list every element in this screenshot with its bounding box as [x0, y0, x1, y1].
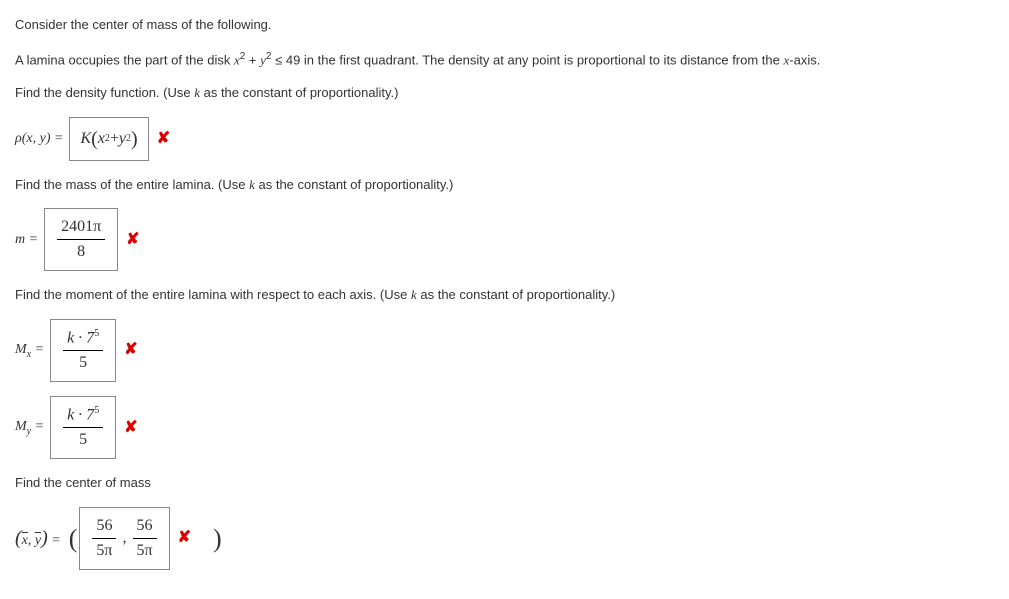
density-answer-box[interactable]: K(x2 + y2) — [69, 117, 148, 161]
fraction: k · 75 5 — [63, 403, 103, 452]
text: as the constant of proportionality.) — [255, 177, 453, 192]
mx-answer-box[interactable]: k · 75 5 — [50, 319, 116, 382]
k7: k · 7 — [67, 329, 94, 346]
density-instruction: Find the density function. (Use k as the… — [15, 83, 994, 103]
wrong-icon: ✘ — [178, 526, 191, 550]
fraction-y: 56 5π — [132, 514, 156, 563]
fraction: 2401π 8 — [57, 215, 105, 264]
intro-text: Consider the center of mass of the follo… — [15, 15, 994, 35]
answer-K: K — [80, 127, 91, 151]
text: A lamina occupies the part of the disk — [15, 52, 234, 67]
mass-answer-row: m = 2401π 8 ✘ — [15, 208, 994, 271]
rho: ρ — [15, 131, 22, 146]
com-label: (x, y) = — [15, 523, 61, 553]
my-answer-box[interactable]: k · 75 5 — [50, 396, 116, 459]
comma: , — [28, 533, 35, 548]
text: as the constant of proportionality.) — [417, 287, 615, 302]
answer-y: y — [119, 127, 126, 151]
denominator: 8 — [73, 240, 89, 264]
k7: k · 7 — [67, 406, 94, 423]
xy: (x, y) = — [22, 131, 64, 146]
problem-statement: A lamina occupies the part of the disk x… — [15, 49, 994, 70]
lparen: ( — [91, 124, 98, 154]
eq: = — [48, 533, 61, 548]
com-instruction: Find the center of mass — [15, 473, 994, 493]
sup5: 5 — [94, 405, 99, 416]
com-answer-row: (x, y) = ( 56 5π , 56 5π ✘ ) — [15, 507, 994, 570]
wrong-icon: ✘ — [124, 338, 137, 362]
text: Find the moment of the entire lamina wit… — [15, 287, 411, 302]
numerator: k · 75 — [63, 326, 103, 351]
answer-x: x — [98, 127, 105, 151]
wrong-icon: ✘ — [124, 416, 137, 440]
denominator: 5 — [75, 428, 91, 452]
numerator: k · 75 — [63, 403, 103, 428]
denominator: 5 — [75, 351, 91, 375]
mx-answer-row: Mx = k · 75 5 ✘ — [15, 319, 994, 382]
num: 56 — [133, 514, 157, 539]
rparen: ) — [131, 124, 138, 154]
le-text: ≤ 49 in the first quadrant. The density … — [271, 52, 783, 67]
M: M — [15, 342, 27, 357]
mass-answer-box[interactable]: 2401π 8 — [44, 208, 118, 271]
density-answer-row: ρ(x, y) = K(x2 + y2) ✘ — [15, 117, 994, 161]
comma: , — [122, 526, 126, 550]
plus: + — [110, 127, 119, 151]
lparen: ( — [67, 519, 80, 558]
text: Find the density function. (Use — [15, 85, 194, 100]
text: Find the mass of the entire lamina. (Use — [15, 177, 249, 192]
com-answer-box[interactable]: 56 5π , 56 5π — [79, 507, 169, 570]
den: 5π — [132, 539, 156, 563]
M: M — [15, 419, 27, 434]
fraction: k · 75 5 — [63, 326, 103, 375]
numerator: 2401π — [57, 215, 105, 240]
sup5: 5 — [94, 328, 99, 339]
mx-label: Mx = — [15, 339, 44, 362]
plus: + — [245, 52, 260, 67]
axis-suffix: -axis. — [789, 52, 820, 67]
m-label: m = — [15, 229, 38, 250]
text: as the constant of proportionality.) — [200, 85, 398, 100]
rparen: ) — [211, 519, 224, 558]
wrong-icon: ✘ — [126, 228, 139, 252]
eq: = — [31, 419, 44, 434]
den: 5π — [92, 539, 116, 563]
fraction-x: 56 5π — [92, 514, 116, 563]
my-label: My = — [15, 416, 44, 439]
eq: = — [31, 342, 44, 357]
moment-instruction: Find the moment of the entire lamina wit… — [15, 285, 994, 305]
my-answer-row: My = k · 75 5 ✘ — [15, 396, 994, 459]
wrong-icon: ✘ — [157, 127, 170, 151]
mass-instruction: Find the mass of the entire lamina. (Use… — [15, 175, 994, 195]
num: 56 — [92, 514, 116, 539]
rho-label: ρ(x, y) = — [15, 128, 63, 149]
